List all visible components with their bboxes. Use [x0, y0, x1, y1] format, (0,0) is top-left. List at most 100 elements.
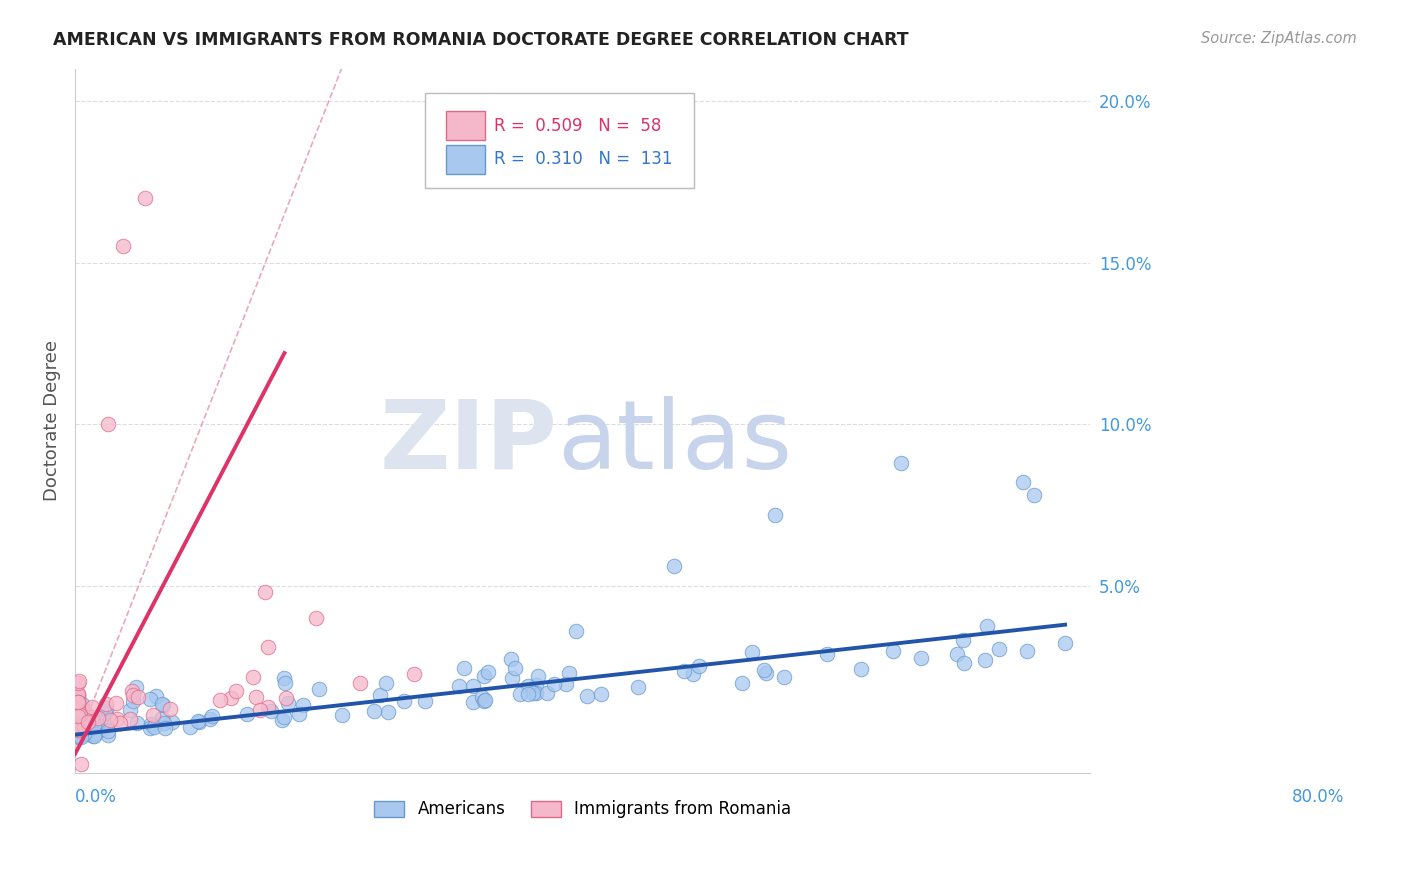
Point [187, 714, 209, 729]
Point [505, 661, 527, 675]
Point [249, 703, 271, 717]
Point [952, 632, 974, 647]
Point [67, 673, 90, 688]
Point [363, 704, 385, 718]
Point [66, 723, 89, 737]
Point [77, 715, 100, 730]
Point [524, 678, 547, 692]
Text: 0.0%: 0.0% [75, 789, 117, 806]
Point [98, 713, 121, 727]
Point [77, 718, 100, 732]
Point [143, 720, 166, 734]
Point [77, 710, 100, 724]
Point [946, 647, 969, 661]
Point [67, 731, 90, 745]
Point [773, 670, 796, 684]
Point [66, 697, 89, 711]
Point [554, 677, 576, 691]
Point [94, 697, 117, 711]
Point [66, 703, 89, 717]
Point [754, 665, 776, 680]
Point [273, 709, 295, 723]
Point [627, 680, 650, 694]
Point [86, 725, 108, 739]
Point [112, 239, 135, 253]
Point [201, 708, 224, 723]
Point [565, 624, 588, 639]
Point [66, 716, 89, 731]
Point [527, 669, 550, 683]
Point [150, 697, 173, 711]
Point [1017, 643, 1039, 657]
Point [752, 663, 775, 677]
Point [763, 508, 786, 522]
Point [122, 688, 145, 702]
Text: Source: ZipAtlas.com: Source: ZipAtlas.com [1201, 31, 1357, 46]
Point [82, 709, 104, 723]
Y-axis label: Doctorate Degree: Doctorate Degree [44, 341, 60, 501]
Point [66, 689, 89, 703]
Point [682, 666, 704, 681]
Point [75, 719, 97, 733]
Point [142, 707, 165, 722]
Point [394, 694, 416, 708]
Point [82, 729, 104, 743]
Point [76, 720, 98, 734]
Point [145, 690, 167, 704]
Point [67, 710, 90, 724]
Point [105, 712, 128, 726]
Point [94, 701, 117, 715]
Point [273, 671, 295, 685]
Point [368, 688, 391, 702]
Point [118, 712, 141, 726]
Point [66, 698, 89, 712]
Point [305, 611, 328, 625]
Point [522, 686, 544, 700]
Point [66, 723, 89, 738]
Point [1012, 475, 1035, 490]
Point [77, 727, 100, 741]
Point [273, 676, 295, 690]
Point [70, 756, 93, 771]
Point [890, 456, 912, 470]
Point [66, 727, 89, 741]
Point [256, 700, 278, 714]
Point [245, 690, 267, 705]
Point [70, 719, 93, 733]
Point [575, 689, 598, 703]
Point [404, 666, 426, 681]
Point [72, 703, 94, 717]
Point [89, 714, 111, 728]
Point [94, 706, 117, 720]
Point [66, 676, 89, 690]
Point [66, 695, 89, 709]
Point [121, 693, 143, 707]
Point [97, 417, 120, 432]
Point [110, 715, 132, 730]
Point [83, 718, 105, 732]
Point [242, 670, 264, 684]
Point [87, 713, 110, 727]
Point [413, 693, 436, 707]
Point [1053, 636, 1076, 650]
Point [474, 694, 496, 708]
Point [509, 687, 531, 701]
Point [292, 698, 315, 713]
Point [453, 661, 475, 675]
Point [139, 692, 162, 706]
Point [69, 712, 91, 726]
Point [87, 710, 110, 724]
Point [672, 664, 695, 678]
Point [375, 675, 398, 690]
Text: atlas: atlas [557, 396, 793, 489]
Point [134, 191, 156, 205]
Point [70, 697, 93, 711]
Point [953, 656, 976, 670]
Point [127, 690, 149, 705]
Point [474, 693, 496, 707]
Point [69, 714, 91, 728]
Point [69, 730, 91, 744]
Point [974, 653, 997, 667]
Text: AMERICAN VS IMMIGRANTS FROM ROMANIA DOCTORATE DEGREE CORRELATION CHART: AMERICAN VS IMMIGRANTS FROM ROMANIA DOCT… [53, 31, 910, 49]
Point [72, 704, 94, 718]
